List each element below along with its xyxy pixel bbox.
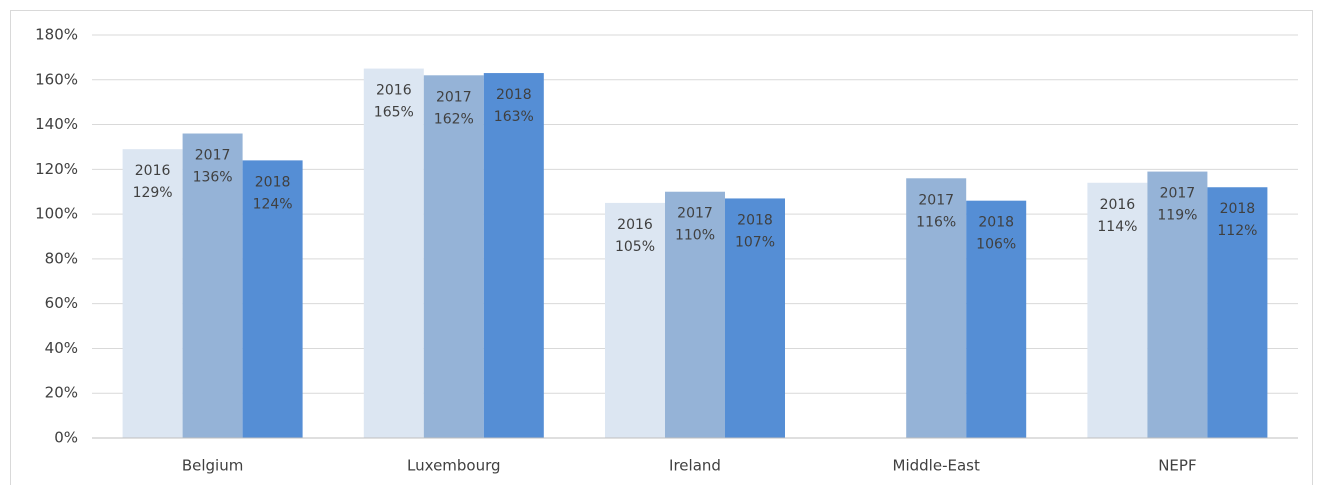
- x-tick-label: Luxembourg: [407, 457, 501, 475]
- y-tick-label: 120%: [35, 160, 78, 178]
- data-label: 119%: [1157, 208, 1197, 224]
- data-label-series: 2016: [376, 83, 412, 99]
- data-label: 124%: [253, 196, 293, 212]
- x-tick-label: Ireland: [669, 457, 721, 475]
- data-label-series: 2018: [978, 215, 1014, 231]
- y-tick-label: 20%: [45, 384, 78, 402]
- bar: [605, 202, 665, 438]
- data-label-series: 2017: [918, 192, 954, 208]
- data-label: 114%: [1097, 219, 1137, 235]
- data-label-series: 2018: [1220, 201, 1256, 217]
- bar: [1147, 171, 1208, 439]
- data-label-series: 2017: [677, 206, 713, 222]
- bar: [1087, 182, 1148, 438]
- y-tick-label: 140%: [35, 115, 78, 133]
- data-label-series: 2016: [135, 163, 171, 179]
- bar: [242, 160, 303, 438]
- y-tick-label: 0%: [54, 429, 78, 447]
- data-label: 162%: [434, 111, 474, 127]
- x-tick-label: NEPF: [1158, 457, 1196, 475]
- bar: [665, 191, 725, 438]
- bar: [423, 75, 484, 439]
- bar: [483, 73, 544, 439]
- x-tick-label: Middle-East: [893, 457, 980, 475]
- y-tick-label: 160%: [35, 70, 78, 88]
- x-tick-label: Belgium: [182, 457, 244, 475]
- data-label: 112%: [1217, 223, 1257, 239]
- data-label: 163%: [494, 109, 534, 125]
- data-label: 110%: [675, 228, 715, 244]
- bar: [966, 200, 1027, 438]
- y-tick-label: 80%: [45, 249, 78, 267]
- data-label-series: 2017: [195, 148, 231, 164]
- data-label-series: 2018: [255, 174, 291, 190]
- y-tick-label: 40%: [45, 339, 78, 357]
- data-label: 129%: [133, 185, 173, 201]
- y-tick-label: 60%: [45, 294, 78, 312]
- data-label: 116%: [916, 214, 956, 230]
- data-label-series: 2017: [1160, 186, 1196, 202]
- data-label: 105%: [615, 239, 655, 255]
- bar: [122, 149, 183, 438]
- data-label-series: 2016: [1100, 197, 1136, 213]
- bar: [363, 68, 424, 438]
- y-tick-label: 180%: [35, 26, 78, 44]
- data-label-series: 2016: [617, 217, 653, 233]
- data-label-series: 2017: [436, 89, 472, 105]
- y-tick-label: 100%: [35, 205, 78, 223]
- data-label: 107%: [735, 234, 775, 250]
- data-label: 106%: [976, 237, 1016, 253]
- data-label: 165%: [374, 105, 414, 121]
- bar: [906, 178, 967, 439]
- data-label: 136%: [193, 170, 233, 186]
- data-label-series: 2018: [496, 87, 532, 103]
- bar: [1207, 187, 1268, 438]
- bar: [725, 198, 785, 438]
- data-label-series: 2018: [737, 212, 773, 228]
- bar: [182, 133, 243, 438]
